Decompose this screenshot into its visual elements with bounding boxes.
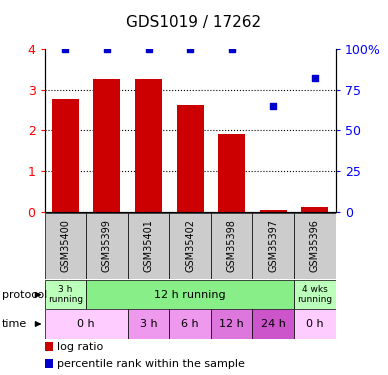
Bar (294, 309, 336, 339)
Text: 4 wks
running: 4 wks running (297, 285, 333, 304)
Text: GSM35401: GSM35401 (144, 220, 154, 272)
Text: GSM35396: GSM35396 (310, 220, 320, 272)
Bar (260, 210, 287, 212)
Text: 24 h: 24 h (261, 319, 286, 329)
Point (312, 75, 318, 81)
Point (270, 103, 276, 109)
Text: 0 h: 0 h (77, 319, 95, 329)
Text: 12 h running: 12 h running (154, 290, 226, 300)
Text: 12 h: 12 h (219, 319, 244, 329)
Text: 3 h
running: 3 h running (48, 285, 83, 304)
Bar (218, 134, 245, 212)
Point (187, 46, 193, 52)
Text: percentile rank within the sample: percentile rank within the sample (57, 359, 245, 369)
Bar (52, 99, 79, 212)
Point (62, 46, 69, 52)
Text: GSM35398: GSM35398 (227, 220, 237, 272)
Text: 0 h: 0 h (306, 319, 324, 329)
Bar (135, 80, 162, 212)
Bar (86, 213, 128, 279)
Bar (294, 280, 336, 309)
Bar (169, 213, 211, 279)
Bar (86, 280, 294, 309)
Point (146, 46, 152, 52)
Text: time: time (2, 319, 27, 329)
Text: 3 h: 3 h (140, 319, 158, 329)
Bar (211, 309, 253, 339)
Point (229, 46, 235, 52)
Point (104, 46, 110, 52)
Bar (94, 80, 121, 212)
Text: protocol: protocol (2, 290, 47, 300)
Text: GSM35402: GSM35402 (185, 219, 195, 273)
Text: log ratio: log ratio (57, 342, 103, 352)
Bar (169, 309, 211, 339)
Text: 6 h: 6 h (181, 319, 199, 329)
Text: GSM35399: GSM35399 (102, 220, 112, 272)
Bar (128, 213, 169, 279)
Bar (301, 207, 328, 212)
Bar (253, 213, 294, 279)
Text: GDS1019 / 17262: GDS1019 / 17262 (126, 15, 262, 30)
Bar (294, 213, 336, 279)
Bar (45, 213, 86, 279)
Bar (177, 105, 204, 212)
Text: GSM35400: GSM35400 (61, 220, 70, 272)
Bar (45, 309, 128, 339)
Bar (211, 213, 253, 279)
Bar (253, 309, 294, 339)
Bar (128, 309, 169, 339)
Text: GSM35397: GSM35397 (268, 219, 278, 273)
Bar (45, 280, 86, 309)
